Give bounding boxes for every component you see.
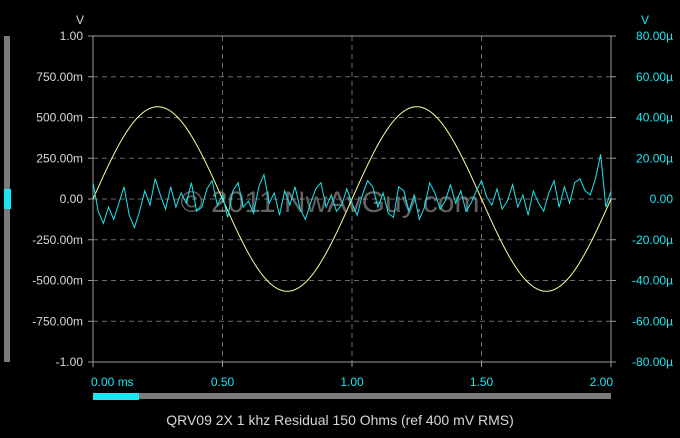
- right-axis-unit-label: V: [641, 13, 649, 27]
- left-tick-label: 0.00: [60, 192, 84, 206]
- vertical-scrollbar-thumb[interactable]: [4, 189, 11, 209]
- left-tick-label: 500.00m: [36, 111, 83, 125]
- left-tick-label: -750.00m: [32, 314, 83, 328]
- x-tick-label: 1.00: [340, 375, 364, 389]
- chart-caption: QRV09 2X 1 khz Residual 150 Ohms (ref 40…: [166, 412, 514, 428]
- x-tick-label: 0.00 ms: [91, 375, 134, 389]
- residual-series-line: [92, 154, 612, 229]
- sine-series-line: [92, 106, 612, 292]
- watermark: © 2011 NwAvGuy.com: [181, 186, 480, 219]
- right-tick-label: -40.00µ: [632, 274, 673, 288]
- right-tick-label: 0.00: [650, 192, 674, 206]
- left-tick-label: 750.00m: [36, 70, 83, 84]
- right-tick-label: -60.00µ: [632, 314, 673, 328]
- horizontal-scrollbar-thumb[interactable]: [93, 393, 139, 400]
- x-tick-label: 1.50: [470, 375, 494, 389]
- right-tick-label: -20.00µ: [632, 233, 673, 247]
- left-tick-label: 1.00: [60, 29, 84, 43]
- series-group: [92, 106, 612, 292]
- horizontal-scrollbar[interactable]: [93, 393, 611, 399]
- left-axis-ticks: 1.00 750.00m 500.00m 250.00m 0.00 -250.00m -50…: [32, 29, 93, 369]
- right-tick-label: 20.00µ: [636, 151, 673, 165]
- x-axis-ticks: 0.00 ms 0.50 1.00 1.50 2.00: [91, 362, 613, 389]
- right-tick-label: -80.00µ: [632, 355, 673, 369]
- right-tick-label: 60.00µ: [636, 70, 673, 84]
- right-axis-ticks: 80.00µ 60.00µ 40.00µ 20.00µ 0.00 -20.00µ -40.0…: [611, 29, 673, 369]
- left-tick-label: 250.00m: [36, 151, 83, 165]
- x-tick-label: 0.50: [211, 375, 235, 389]
- left-axis-unit-label: V: [76, 13, 84, 27]
- left-tick-label: -250.00m: [32, 233, 83, 247]
- left-tick-label: -1.00: [56, 355, 84, 369]
- right-tick-label: 40.00µ: [636, 111, 673, 125]
- right-tick-label: 80.00µ: [636, 29, 673, 43]
- left-tick-label: -500.00m: [32, 274, 83, 288]
- x-tick-label: 2.00: [590, 375, 614, 389]
